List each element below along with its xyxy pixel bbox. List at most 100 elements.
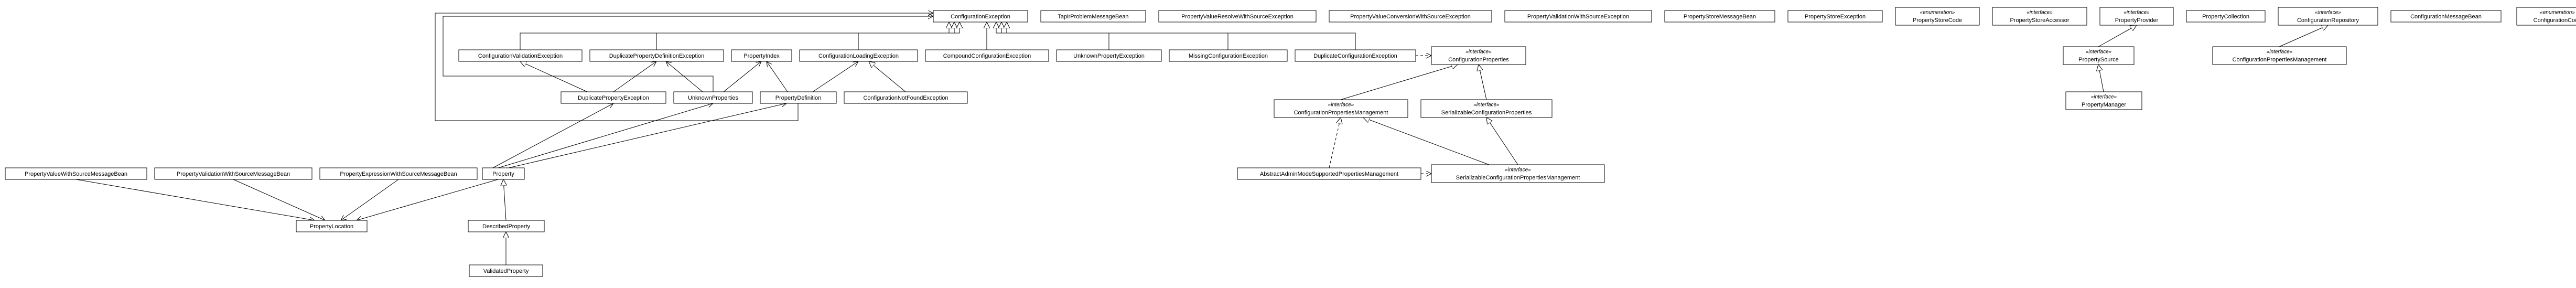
node-AbstractAdminModeSupportedPropertiesManagement: AbstractAdminModeSupportedPropertiesMana… (1237, 168, 1421, 179)
edge-SerializableConfigurationPropertiesManagement-SerializableConfigurationProperties (1486, 118, 1518, 165)
node-SerializableConfigurationProperties: «interface» SerializableConfigurationProp… (1421, 100, 1552, 118)
node-label: PropertyManager (2082, 102, 2126, 108)
node-PropertyCollection: PropertyCollection (2186, 10, 2265, 22)
edge-Property-PropertyLocation (357, 179, 498, 220)
node-label: ValidatedProperty (483, 268, 529, 274)
node-ConfigurationCode: «enumeration»ConfigurationCode (2517, 7, 2576, 25)
edge-PropertyManager-PropertySource (2098, 65, 2104, 92)
node-stereotype: «interface» (2315, 10, 2341, 16)
node-SerializableConfigurationPropertiesManagement: «interface» SerializableConfigurationProp… (1431, 165, 1604, 183)
edge-DuplicatePropertyException-DuplicatePropertyDefinitionException (613, 61, 656, 92)
node-ConfigurationValidationException: ConfigurationValidationException (459, 50, 582, 61)
node-ValidatedProperty: ValidatedProperty (469, 265, 543, 276)
node-stereotype: «interface» (1473, 102, 1500, 108)
node-label: DuplicatePropertyDefinitionException (609, 53, 705, 59)
node-PropertyValueConversionWithSourceException: PropertyValueConversionWithSourceExcepti… (1329, 10, 1492, 22)
node-ConfigurationPropertiesManagement2: «interface»ConfigurationPropertiesManage… (1274, 100, 1408, 118)
node-Property: Property (482, 168, 524, 179)
node-label: DuplicatePropertyException (578, 95, 649, 101)
edge-MissingConfigurationException-ConfigurationException (1001, 22, 1228, 50)
edge-UnknownProperties-DuplicatePropertyDefinitionException (666, 61, 703, 92)
node-label: PropertyLocation (310, 223, 353, 230)
edge-ConfigurationValidationException-ConfigurationException (520, 22, 949, 50)
node-stereotype: «enumeration» (1920, 10, 1955, 16)
node-label: PropertyExpressionWithSourceMessageBean (340, 171, 457, 177)
node-PropertyExpressionWithSourceMessageBean: PropertyExpressionWithSourceMessageBean (320, 168, 477, 179)
node-label: DuplicateConfigurationException (1313, 53, 1397, 59)
node-stereotype: «interface» (2267, 49, 2293, 55)
node-label: ConfigurationMessageBean (2410, 14, 2482, 20)
node-ConfigurationLoadingException: ConfigurationLoadingException (800, 50, 918, 61)
node-label: ConfigurationRepository (2297, 17, 2359, 24)
node-MissingConfigurationException: MissingConfigurationException (1169, 50, 1287, 61)
node-PropertyValidationWithSourceException: PropertyValidationWithSourceException (1505, 10, 1652, 22)
node-label: ConfigurationException (951, 14, 1010, 20)
node-label: CompoundConfigurationException (943, 53, 1031, 59)
node-label: MissingConfigurationException (1189, 53, 1268, 59)
node-DuplicatePropertyException: DuplicatePropertyException (561, 92, 666, 103)
node-label: DescribedProperty (482, 223, 531, 230)
node-label: PropertyProvider (2115, 17, 2159, 24)
node-PropertyStoreAccessor: «interface»PropertyStoreAccessor (1992, 7, 2087, 25)
edge-UnknownPropertyException-ConfigurationException (996, 22, 1109, 50)
node-label: PropertyStoreMessageBean (1684, 14, 1756, 20)
node-PropertyValueWithSourceMessageBean: PropertyValueWithSourceMessageBean (5, 168, 147, 179)
node-PropertyDefinition: PropertyDefinition (760, 92, 836, 103)
node-label: PropertyStoreException (1805, 14, 1866, 20)
node-stereotype: «enumeration» (2540, 10, 2575, 16)
node-CompoundConfigurationException: CompoundConfigurationException (925, 50, 1049, 61)
node-stereotype: «interface» (1505, 167, 1531, 173)
node-label: PropertyValueConversionWithSourceExcepti… (1350, 14, 1471, 20)
node-stereotype: «interface» (2124, 10, 2150, 16)
node-ConfigurationException: ConfigurationException (933, 10, 1028, 22)
node-DuplicatePropertyDefinitionException: DuplicatePropertyDefinitionException (590, 50, 724, 61)
node-DescribedProperty: DescribedProperty (468, 220, 544, 232)
edge-PropertyDefinition-ConfigurationException (435, 13, 933, 121)
node-label: TapirProblemMessageBean (1058, 14, 1128, 20)
node-label: PropertyValidationWithSourceMessageBean (177, 171, 290, 177)
edge-ConfigurationNotFoundException-ConfigurationLoadingException (869, 61, 906, 92)
node-label: PropertySource (2078, 57, 2118, 63)
edge-ConfigurationLoadingException-ConfigurationException (858, 22, 960, 50)
node-stereotype: «interface» (1465, 49, 1492, 55)
node-label: PropertyStoreCode (1913, 17, 1962, 24)
node-PropertyValidationWithSourceMessageBean: PropertyValidationWithSourceMessageBean (155, 168, 312, 179)
node-label: AbstractAdminModeSupportedPropertiesMana… (1260, 171, 1398, 177)
edge-PropertyExpressionWithSourceMessageBean-PropertyLocation (341, 179, 398, 220)
edge-ConfigurationPropertiesManagement2-ConfigurationProperties (1341, 65, 1458, 100)
node-label: PropertyValidationWithSourceException (1527, 14, 1629, 20)
edge-Property-PropertyDefinition (509, 103, 786, 168)
node-PropertyStoreException: PropertyStoreException (1788, 10, 1882, 22)
node-ConfigurationPropertiesManagement: «interface»ConfigurationPropertiesManage… (2213, 47, 2346, 65)
edge-DuplicateConfigurationException-ConfigurationException (1007, 22, 1355, 50)
node-stereotype: «interface» (2091, 94, 2117, 100)
node-label: SerializableConfigurationProperties (1441, 110, 1532, 116)
node-PropertyIndex: PropertyIndex (731, 50, 792, 61)
node-stereotype: «interface» (2086, 49, 2112, 55)
node-label: ConfigurationNotFoundException (863, 95, 948, 101)
node-ConfigurationMessageBean: ConfigurationMessageBean (2391, 10, 2501, 22)
edge-Property-DuplicatePropertyException (493, 103, 613, 168)
edge-UnknownProperties-PropertyIndex (724, 61, 761, 92)
node-label: ConfigurationProperties (1448, 57, 1509, 63)
node-label: PropertyStoreAccessor (2010, 17, 2069, 24)
edge-SerializableConfigurationProperties-ConfigurationProperties (1479, 65, 1486, 100)
node-label: SerializableConfigurationPropertiesManag… (1456, 175, 1580, 181)
node-stereotype: «interface» (1328, 102, 1354, 108)
node-label: ConfigurationValidationException (478, 53, 563, 59)
node-UnknownPropertyException: UnknownPropertyException (1057, 50, 1161, 61)
node-PropertyProvider: «interface»PropertyProvider (2100, 7, 2173, 25)
edge-SerializableConfigurationPropertiesManagement-ConfigurationPropertiesManagement2 (1363, 118, 1489, 165)
node-label: UnknownPropertyException (1073, 53, 1145, 59)
node-PropertyLocation: PropertyLocation (296, 220, 367, 232)
node-stereotype: «interface» (2027, 10, 2053, 16)
node-PropertyManager: «interface» PropertyManager (2066, 92, 2142, 110)
edge-ConfigurationPropertiesManagement-ConfigurationRepository (2279, 25, 2328, 47)
node-label: ConfigurationLoadingException (818, 53, 899, 59)
node-PropertyStoreMessageBean: PropertyStoreMessageBean (1665, 10, 1775, 22)
node-PropertySource: «interface» PropertySource (2063, 47, 2134, 65)
node-PropertyValueResolveWithSourceException: PropertyValueResolveWithSourceException (1159, 10, 1316, 22)
edge-AbstractAdminModeSupportedPropertiesManagement-ConfigurationPropertiesManagement2 (1329, 118, 1341, 168)
node-ConfigurationProperties: «interface» ConfigurationProperties (1431, 47, 1526, 65)
edge-Property-UnknownProperties (498, 103, 713, 168)
